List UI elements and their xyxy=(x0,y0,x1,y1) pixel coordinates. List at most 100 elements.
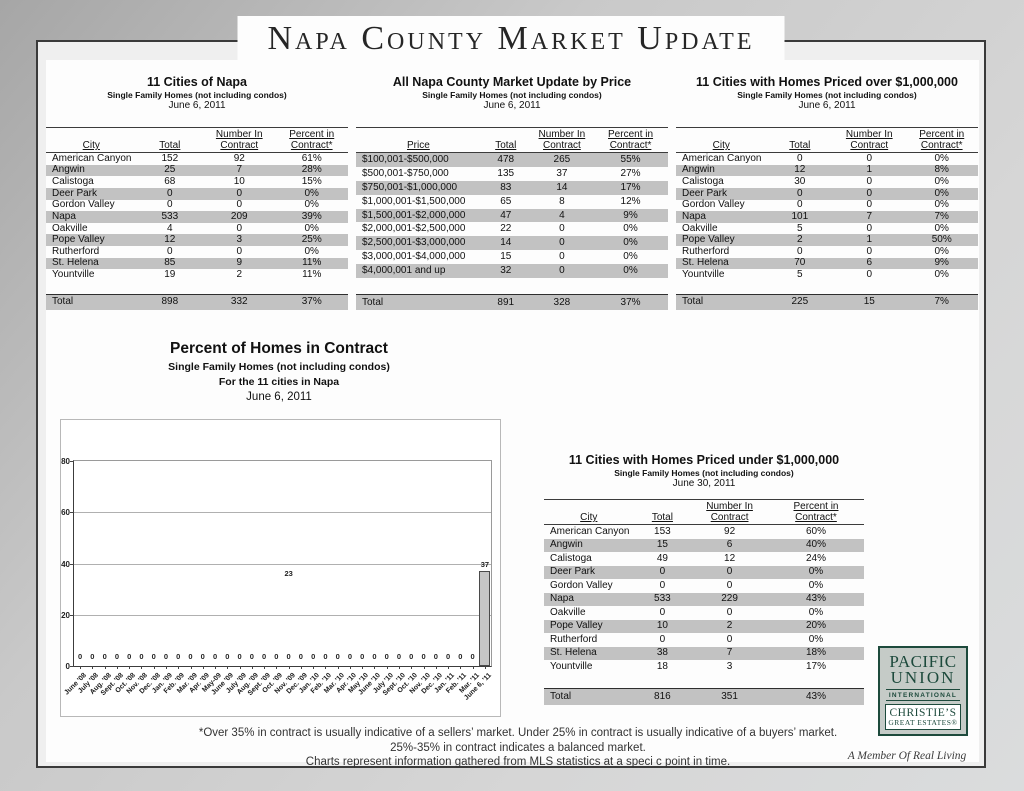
gridline xyxy=(74,614,491,616)
point-value-label: 0 xyxy=(360,652,365,661)
cell-value: 135 xyxy=(497,167,515,179)
cell-value: 50% xyxy=(931,234,952,246)
point-value-label: 0 xyxy=(372,652,377,661)
chart-frame: 0 20 40 60 80 June '08 0 July '08 0 Aug. '08 0 Sept… xyxy=(60,419,501,717)
cell-value: 0% xyxy=(934,187,949,199)
total-label: Total xyxy=(52,296,74,308)
cell-value: 12 xyxy=(164,234,176,246)
point-value-label: 0 xyxy=(298,652,303,661)
point-value-label: 0 xyxy=(127,652,132,661)
point-value-label: 0 xyxy=(421,652,426,661)
column-header: City xyxy=(676,140,767,151)
bar-value-label: 37 xyxy=(480,560,490,570)
point-value-label: 0 xyxy=(396,652,402,661)
table-row: Angwin 12 1 8% xyxy=(676,164,978,177)
gridline xyxy=(74,563,491,565)
page-title-text: Napa County Market Update xyxy=(267,20,755,57)
cell-value: 27% xyxy=(620,167,641,179)
point-value-label: 0 xyxy=(458,652,463,661)
cell-label: American Canyon xyxy=(550,525,630,537)
cell-label: Deer Park xyxy=(682,187,728,199)
table-row: $2,500,001-$3,000,000 14 0 0% xyxy=(356,236,668,251)
cell-label: Angwin xyxy=(682,164,715,176)
x-axis-tick xyxy=(411,666,413,669)
x-axis-tick xyxy=(276,666,278,669)
column-header-text: Contract* xyxy=(609,140,652,151)
y-axis-label: 60 xyxy=(61,508,70,518)
cell-value: 2 xyxy=(797,234,803,246)
cell-value: 533 xyxy=(161,210,179,222)
column-header-text: Contract* xyxy=(920,140,963,151)
total-value: 332 xyxy=(230,296,248,308)
cell-value: 0 xyxy=(559,223,565,235)
cell-label: $2,500,001-$3,000,000 xyxy=(362,237,466,249)
table-row: Deer Park 0 0 0% xyxy=(46,187,348,200)
table-date: June 6, 2011 xyxy=(483,100,541,111)
cell-value: 14 xyxy=(500,237,512,249)
x-axis-tick xyxy=(349,666,351,669)
table-row: American Canyon 0 0 0% xyxy=(676,153,978,165)
cell-label: $500,001-$750,000 xyxy=(362,167,449,179)
logo-christies-box: CHRISTIE’S GREAT ESTATES® xyxy=(885,704,961,730)
cell-value: 85 xyxy=(164,257,176,269)
cell-label: St. Helena xyxy=(52,257,99,269)
y-axis-tick xyxy=(70,461,74,462)
cell-value: 3 xyxy=(236,234,243,246)
cell-label: Angwin xyxy=(52,164,85,176)
x-axis-tick xyxy=(399,666,400,669)
table-11-cities-of-napa: 11 Cities of Napa Single Family Homes (no… xyxy=(46,68,348,310)
cell-label: Deer Park xyxy=(550,566,596,578)
cell-value: 0 xyxy=(167,187,173,199)
table-homes-under-1m: 11 Cities with Homes Priced under $1,000… xyxy=(544,446,864,705)
cell-value: 28% xyxy=(301,164,322,176)
cell-label: Pope Valley xyxy=(52,234,105,246)
x-axis-tick xyxy=(448,666,450,669)
column-header-text: Percent in xyxy=(919,129,965,140)
cell-value: 12% xyxy=(620,195,641,207)
table-total-row: Total 891 328 37% xyxy=(356,294,668,311)
cell-value: 92 xyxy=(724,525,736,537)
cell-value: 5 xyxy=(797,222,803,234)
column-header-text: Price xyxy=(407,140,430,151)
total-label: Total xyxy=(682,296,704,308)
column-header-text: Number In xyxy=(845,129,893,140)
cell-value: 0 xyxy=(726,606,733,618)
chart-titles: Percent of Homes in Contract Single Fami… xyxy=(58,340,500,403)
table-row: $3,000,001-$4,000,000 15 0 0% xyxy=(356,250,668,264)
table-date: June 6, 2011 xyxy=(168,100,226,111)
table-homes-over-1m: 11 Cities with Homes Priced over $1,000,… xyxy=(676,68,978,310)
table-row: Calistoga 68 10 15% xyxy=(46,176,348,188)
table-row: Angwin 15 6 40% xyxy=(544,538,864,552)
table-row: Gordon Valley 0 0 0% xyxy=(46,200,348,212)
cell-value: 1 xyxy=(866,234,873,246)
total-value: 43% xyxy=(805,690,826,702)
cell-value: 0% xyxy=(934,176,949,188)
table-gap xyxy=(544,674,864,688)
cell-label: Yountville xyxy=(682,269,725,281)
table-row: Oakville 0 0 0% xyxy=(544,606,864,620)
table-row: $1,500,001-$2,000,000 47 4 9% xyxy=(356,208,668,223)
column-header: Number In Contract xyxy=(691,501,768,523)
cell-value: 65 xyxy=(500,195,512,207)
cell-value: 209 xyxy=(230,210,248,222)
cell-value: 2 xyxy=(236,269,243,281)
column-header-text: Contract xyxy=(543,140,581,151)
table-row: Gordon Valley 0 0 0% xyxy=(676,200,978,212)
table-row: Deer Park 0 0 0% xyxy=(676,187,978,200)
cell-value: 3 xyxy=(726,660,733,672)
cell-value: 18% xyxy=(805,647,826,659)
page-title: Napa County Market Update xyxy=(237,16,785,62)
cell-label: Gordon Valley xyxy=(550,579,613,591)
table-row: $100,001-$500,000 478 265 55% xyxy=(356,153,668,167)
point-value-label: 0 xyxy=(409,652,414,661)
point-value-label: 0 xyxy=(384,652,389,661)
table-row: St. Helena 85 9 11% xyxy=(46,257,348,270)
cell-value: 8% xyxy=(934,164,949,176)
cell-value: 11% xyxy=(302,257,322,269)
cell-label: Calistoga xyxy=(550,552,592,564)
column-header-text: Percent in xyxy=(608,129,654,140)
cell-value: 0% xyxy=(304,222,319,234)
cell-label: Angwin xyxy=(550,539,583,551)
cell-value: 478 xyxy=(497,153,515,165)
cell-label: $2,000,001-$2,500,000 xyxy=(362,223,466,235)
